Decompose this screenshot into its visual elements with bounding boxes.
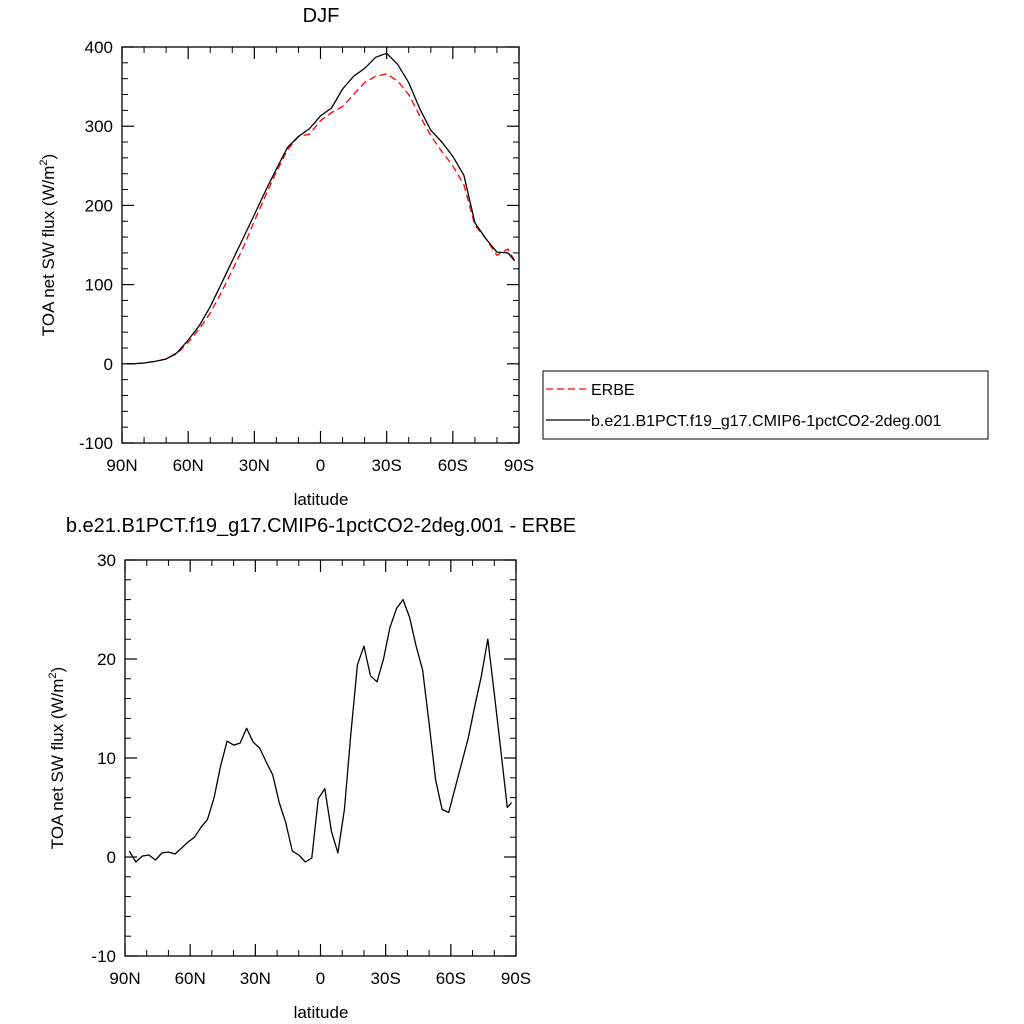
- x-tick-label: 0: [316, 456, 325, 475]
- x-tick-label: 60N: [175, 969, 206, 988]
- bottom-series-lines: [128, 598, 513, 863]
- top-y-axis-label: TOA net SW flux (W/m2): [38, 154, 58, 336]
- legend-label-erbe: ERBE: [591, 382, 635, 399]
- x-tick-label: 30N: [239, 456, 270, 475]
- top-plot-frame: [121, 46, 520, 444]
- y-tick-label: 200: [85, 196, 113, 215]
- y-tick-label: 30: [97, 551, 116, 570]
- x-tick-label: 30N: [240, 969, 271, 988]
- bottom-title: b.e21.B1PCT.f19_g17.CMIP6-1pctCO2-2deg.0…: [66, 515, 576, 537]
- x-tick-label: 30S: [371, 969, 401, 988]
- x-tick-label: 90S: [504, 456, 534, 475]
- x-tick-label: 60N: [173, 456, 204, 475]
- y-tick-label: -10: [91, 947, 116, 966]
- y-tick-label: 400: [85, 38, 113, 57]
- y-tick-label: 10: [97, 749, 116, 768]
- y-tick-label: 300: [85, 117, 113, 136]
- series-line-model: [126, 52, 516, 365]
- bottom-panel: b.e21.B1PCT.f19_g17.CMIP6-1pctCO2-2deg.0…: [47, 515, 576, 1022]
- top-y-tick-labels: -100 0 100 200 300 400: [79, 38, 113, 453]
- x-tick-label: 60S: [438, 456, 468, 475]
- y-tick-label: 20: [97, 650, 116, 669]
- bottom-x-axis-label: latitude: [294, 1003, 349, 1022]
- legend: ERBE b.e21.B1PCT.f19_g17.CMIP6-1pctCO2-2…: [542, 370, 989, 440]
- x-tick-label: 30S: [372, 456, 402, 475]
- y-tick-label: -100: [79, 434, 113, 453]
- series-line-erbe: [126, 73, 516, 365]
- bottom-y-tick-labels: -10 0 10 20 30: [91, 551, 116, 966]
- x-tick-label: 90N: [106, 456, 137, 475]
- bottom-plot-frame: [124, 559, 517, 957]
- y-tick-label: 100: [85, 276, 113, 295]
- bottom-x-tick-labels: 90N 60N 30N 0 30S 60S 90S: [109, 969, 531, 988]
- x-tick-label: 0: [316, 969, 325, 988]
- top-title: DJF: [303, 5, 340, 27]
- top-x-axis-label: latitude: [294, 490, 349, 509]
- top-ticks: [121, 46, 520, 444]
- series-line-difference: [128, 598, 513, 863]
- x-tick-label: 90S: [501, 969, 531, 988]
- top-series-lines: [126, 52, 516, 365]
- top-x-tick-labels: 90N 60N 30N 0 30S 60S 90S: [106, 456, 534, 475]
- legend-box: [542, 370, 989, 440]
- x-tick-label: 90N: [109, 969, 140, 988]
- legend-label-model: b.e21.B1PCT.f19_g17.CMIP6-1pctCO2-2deg.0…: [591, 413, 942, 430]
- bottom-y-axis-label: TOA net SW flux (W/m2): [47, 667, 67, 849]
- x-tick-label: 60S: [436, 969, 466, 988]
- y-tick-label: 0: [107, 848, 116, 867]
- y-tick-label: 0: [104, 355, 113, 374]
- bottom-ticks: [124, 559, 517, 957]
